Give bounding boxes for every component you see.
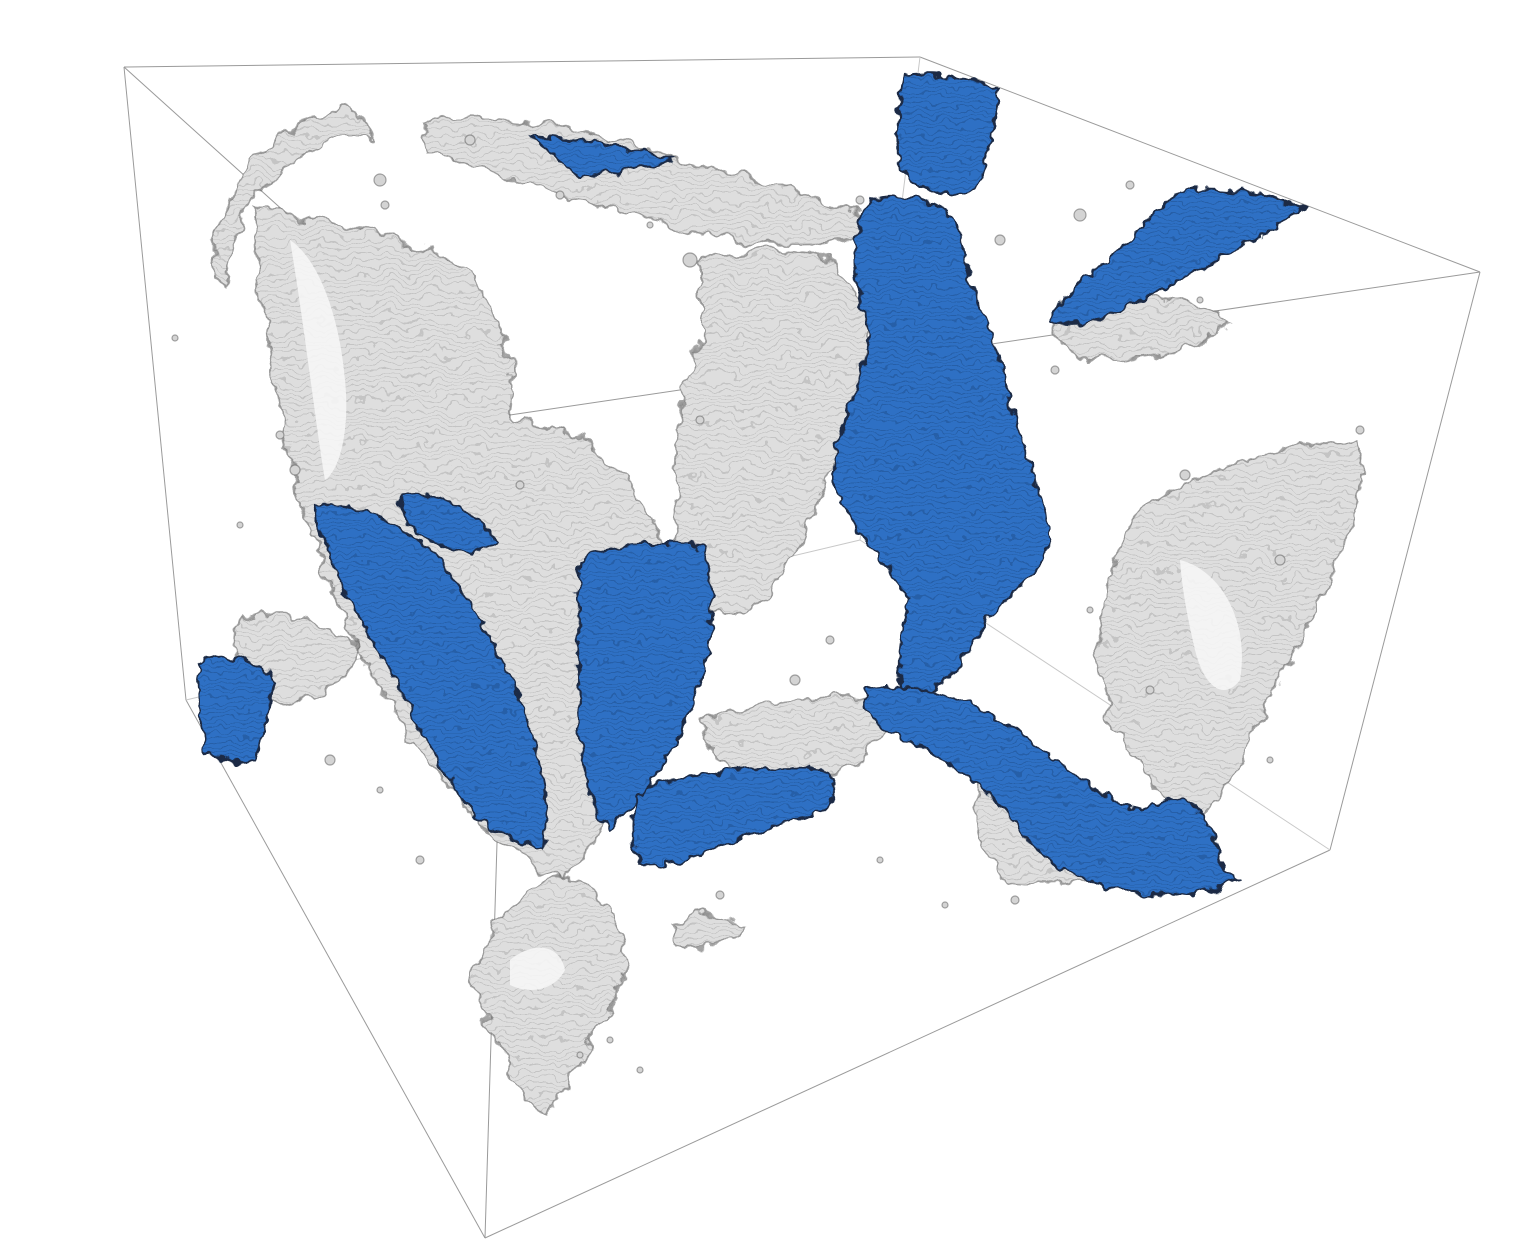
gray-center-mesh [675, 249, 870, 613]
particle [1010, 895, 1020, 905]
blue-top-column [896, 73, 1002, 195]
highlight-streak [510, 947, 565, 990]
particle [373, 173, 387, 187]
blue-bottom-arm [631, 766, 836, 868]
particle [825, 635, 835, 645]
particle [606, 1036, 614, 1044]
particle [275, 430, 285, 440]
gray-particles [171, 134, 1365, 1074]
blue-left-band [398, 493, 497, 553]
particle [289, 464, 301, 476]
blue-center-left-blade [576, 543, 714, 832]
gray-bottom-tongue [468, 877, 626, 1122]
box-bottom-right-edge [484, 849, 1331, 1239]
highlight-streak [290, 240, 347, 480]
surface-highlights [290, 240, 1242, 990]
gray-small-bottom-blob [673, 912, 747, 949]
particle [1050, 365, 1060, 375]
particle [376, 786, 384, 794]
particle [789, 674, 801, 686]
box-right-top-edge [919, 56, 1481, 273]
box-bottom-left-edge [185, 699, 486, 1239]
particle [380, 200, 390, 210]
blue-edge-block [196, 656, 277, 764]
particle [876, 856, 884, 864]
particle [1196, 296, 1204, 304]
particle [324, 754, 336, 766]
particle [941, 901, 949, 909]
particle [1145, 685, 1155, 695]
blue-lower-right-arm [863, 686, 1241, 897]
box-back-top-edge [123, 56, 921, 68]
particle [855, 195, 865, 205]
particle [236, 521, 244, 529]
particle [515, 480, 525, 490]
particle [682, 252, 698, 268]
particle [1073, 208, 1087, 222]
blue-right-arm [1048, 187, 1308, 325]
particle [695, 415, 705, 425]
particle [994, 234, 1006, 246]
highlight-streak [1180, 560, 1242, 690]
particle [171, 334, 179, 342]
particle [576, 1051, 584, 1059]
particle [1125, 180, 1135, 190]
particle [715, 890, 725, 900]
particle [464, 134, 476, 146]
particle [646, 221, 654, 229]
particle [1274, 554, 1286, 566]
particle [1266, 756, 1274, 764]
particle [1086, 606, 1094, 614]
particle [1355, 425, 1365, 435]
particle [636, 1066, 644, 1074]
particle [1179, 469, 1191, 481]
blue-left-lower [313, 503, 548, 852]
blue-regions [196, 73, 1308, 897]
particle [415, 855, 425, 865]
gray-hook-top-left [213, 109, 373, 287]
box-left-vertical-edge [123, 66, 187, 701]
blue-central-column [828, 195, 1052, 702]
particle [555, 190, 565, 200]
blue-top-small [527, 133, 680, 180]
box-right-vertical-edge [1329, 271, 1481, 851]
